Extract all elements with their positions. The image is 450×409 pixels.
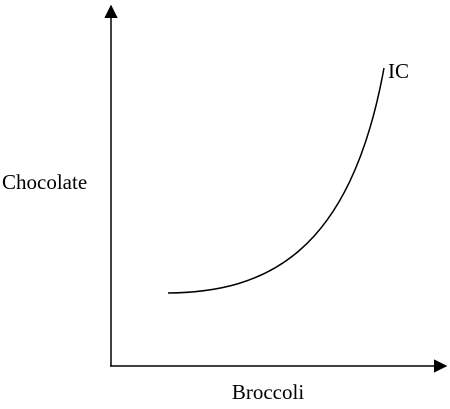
indifference-curve <box>167 67 385 294</box>
x-axis-label: Broccoli <box>232 380 304 404</box>
curve-label: IC <box>388 59 409 83</box>
y-axis-label: Chocolate <box>2 170 87 194</box>
